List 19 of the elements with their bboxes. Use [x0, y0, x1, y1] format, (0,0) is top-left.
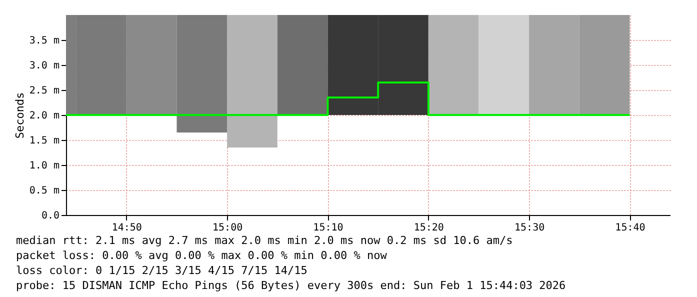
y-tick-label: 2.0 m: [29, 110, 60, 122]
text: loss color: 0 1/15 2/15 3/15 4/15 7/15 14/15: [16, 264, 308, 277]
text: median rtt: 2.1 ms avg 2.7 ms max 2.0 ms min 2.0 ms now 0.2 ms sd 10.6 am/s: [16, 234, 513, 247]
y-tick-label: 0.0: [41, 210, 60, 222]
text: probe: 15 DISMAN ICMP Echo Pings (56 Bytes) every 300s end: Sun Feb 1 15:44:03 2026: [16, 279, 566, 292]
y-tick-label: 1.5 m: [29, 136, 60, 146]
x-tick-label: 14:50: [112, 222, 142, 234]
x-tick-label: 15:00: [212, 222, 243, 234]
x-tick-label: 15:10: [313, 222, 344, 234]
y-tick-label: 2.5 m: [29, 86, 60, 96]
text: packet loss: 0.00 % avg 0.00 % max 0.00 % min 0.00 % now: [16, 249, 388, 262]
y-tick-label: 3.5 m: [29, 36, 60, 46]
y-tick-label: 0.5 m: [29, 186, 60, 196]
y-tick-label: 3.0 m: [29, 60, 60, 72]
y-tick-label: 1.0 m: [29, 160, 60, 172]
y-axis-title: Seconds: [13, 92, 26, 139]
x-tick-label: 15:40: [615, 222, 646, 234]
x-tick-label: 15:30: [514, 222, 545, 234]
x-tick-label: 15:20: [414, 222, 444, 234]
